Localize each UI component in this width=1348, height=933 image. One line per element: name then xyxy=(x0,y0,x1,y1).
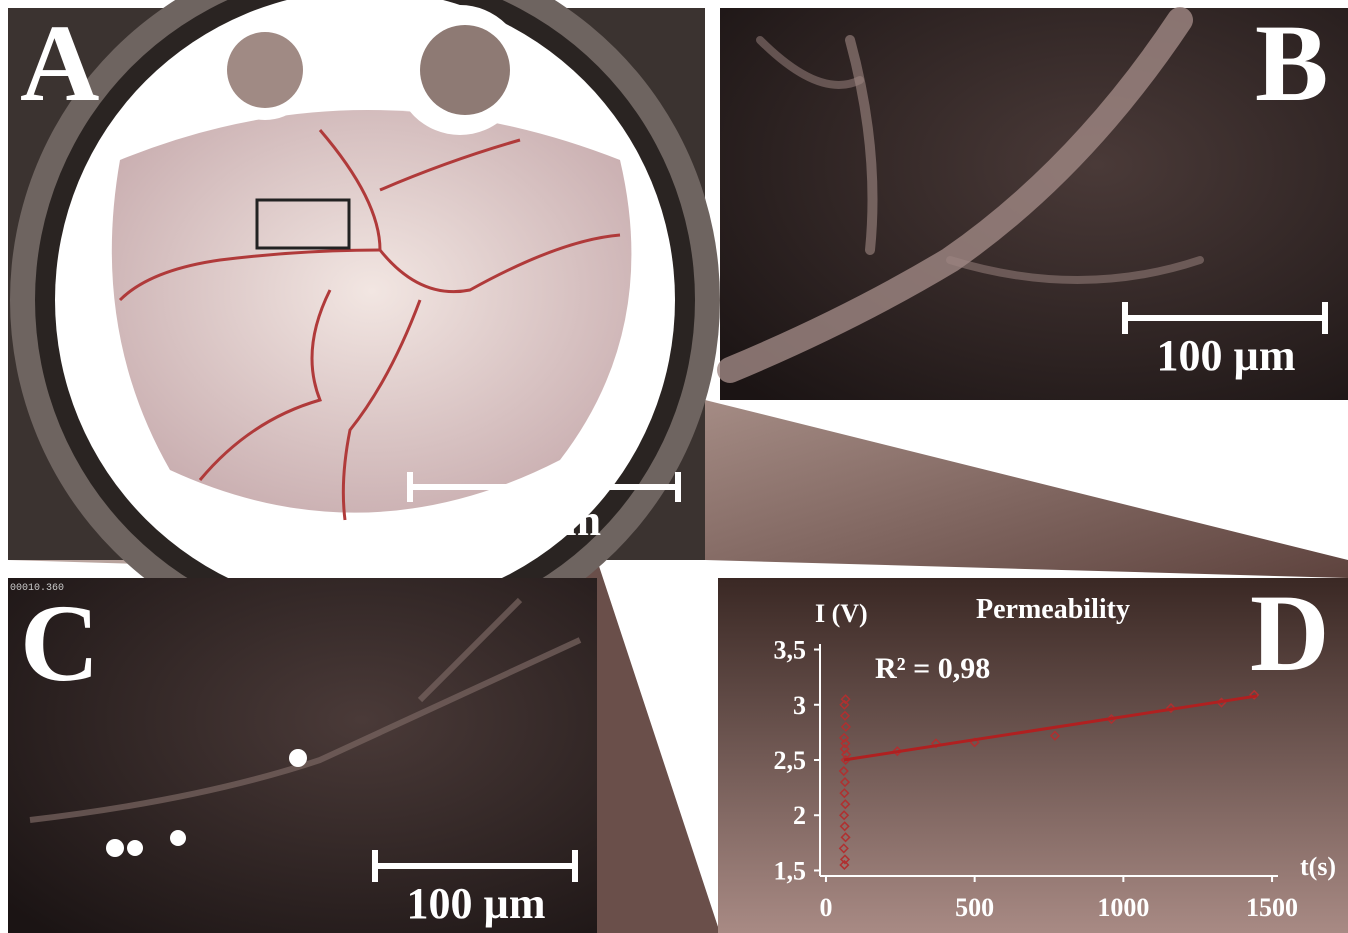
data-point xyxy=(930,738,942,749)
panel-d: D Permeability I (V) t(s) R² = 0,98 1,5 2… xyxy=(718,572,1348,933)
chart-title: Permeability xyxy=(976,594,1130,625)
data-point xyxy=(1165,703,1177,714)
data-point xyxy=(839,710,851,721)
x-tick-label: 1000 xyxy=(1097,893,1149,922)
x-tick-label: 500 xyxy=(955,893,994,922)
panel-letter: A xyxy=(20,2,99,124)
data-point xyxy=(840,799,851,810)
panel-letter: C xyxy=(20,582,99,704)
data-point xyxy=(839,788,850,799)
panel-b: 100 µm B xyxy=(717,2,1348,400)
data-point xyxy=(840,721,851,732)
data-point xyxy=(839,859,850,871)
y-tick-label: 3,5 xyxy=(774,636,807,665)
data-point xyxy=(1249,689,1260,700)
data-point xyxy=(839,821,850,832)
timestamp: 00010.360 xyxy=(10,583,64,594)
data-point xyxy=(840,832,851,843)
y-tick-label: 2 xyxy=(793,801,806,830)
y-tick-label: 1,5 xyxy=(774,856,807,885)
scale-bar-label: 100 µm xyxy=(1156,331,1295,380)
data-point xyxy=(839,854,851,865)
data-point xyxy=(838,765,849,777)
x-tick-label: 1500 xyxy=(1246,893,1298,922)
fit-line xyxy=(843,694,1258,762)
y-tick-label: 2,5 xyxy=(774,746,807,775)
scale-bar-label: 100 µm xyxy=(406,879,545,928)
tissue xyxy=(111,110,632,513)
x-tick-label: 0 xyxy=(819,893,832,922)
data-point xyxy=(839,743,850,755)
data-point xyxy=(840,694,851,705)
chart-background xyxy=(718,578,1348,933)
panel-letter: D xyxy=(1250,572,1329,694)
panel-c: 00010.360 100 µm C xyxy=(8,578,597,933)
data-point xyxy=(838,843,849,854)
data-point xyxy=(1049,730,1061,741)
annotation: R² = 0,98 xyxy=(875,652,990,685)
scale-bar-label: 5 mm xyxy=(495,496,601,545)
data-point xyxy=(839,699,850,710)
panel-a: 5 mm A xyxy=(8,0,720,655)
panel-letter: B xyxy=(1255,2,1328,124)
data-point xyxy=(840,738,851,749)
y-tick-label: 3 xyxy=(793,691,806,720)
data-point xyxy=(839,732,850,743)
y-axis-label: I (V) xyxy=(815,599,868,628)
data-point xyxy=(839,777,851,788)
data-point xyxy=(839,810,850,821)
x-axis-label: t(s) xyxy=(1300,852,1336,881)
